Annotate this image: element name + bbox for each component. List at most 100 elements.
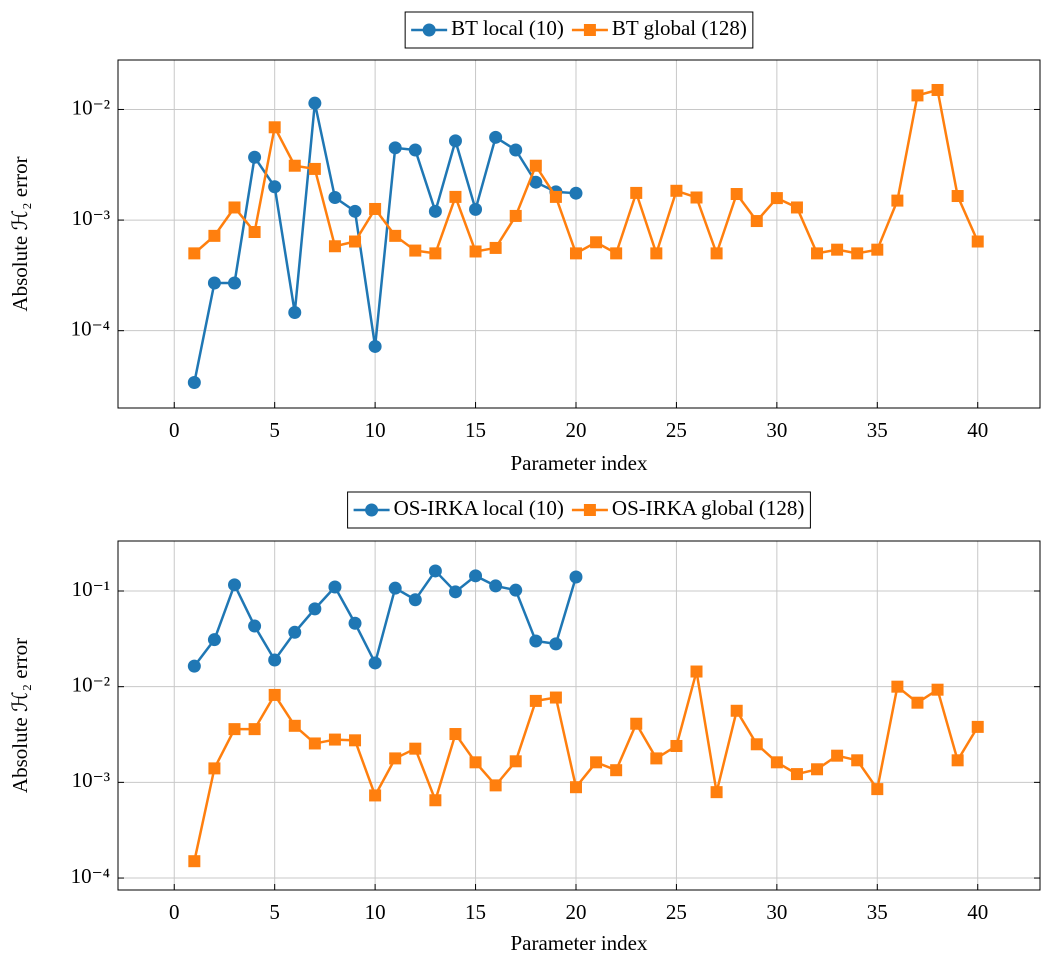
marker	[228, 276, 242, 290]
marker	[891, 194, 904, 207]
marker	[328, 240, 341, 253]
marker	[509, 755, 522, 768]
marker	[448, 134, 462, 148]
marker	[951, 190, 964, 203]
marker	[750, 215, 763, 228]
marker	[851, 754, 864, 767]
series-line	[193, 671, 979, 862]
marker	[288, 719, 301, 732]
marker	[368, 339, 382, 353]
marker	[207, 633, 221, 647]
marker	[931, 683, 944, 696]
legend-label: OS-IRKA local (10)	[394, 496, 564, 520]
marker	[670, 739, 683, 752]
marker	[469, 202, 483, 216]
marker	[429, 247, 442, 260]
marker	[650, 247, 663, 260]
marker	[428, 564, 442, 578]
x-tick-label: 35	[867, 418, 888, 442]
x-tick-label: 5	[269, 418, 280, 442]
marker	[891, 680, 904, 693]
x-tick-label: 25	[666, 900, 687, 924]
y-tick-label: 10⁻³	[72, 206, 110, 230]
marker	[308, 162, 321, 175]
marker	[610, 764, 623, 777]
marker	[489, 130, 503, 144]
marker	[369, 789, 382, 802]
marker	[429, 794, 442, 807]
legend-label: BT local (10)	[451, 16, 564, 40]
marker	[790, 768, 803, 781]
marker	[389, 229, 402, 242]
marker	[469, 245, 482, 258]
x-axis-label: Parameter index	[510, 451, 648, 475]
marker	[871, 243, 884, 256]
marker	[590, 756, 603, 769]
marker	[389, 752, 402, 765]
marker	[790, 201, 803, 214]
marker	[770, 192, 783, 205]
y-tick-label: 10⁻⁴	[71, 316, 110, 340]
marker	[368, 656, 382, 670]
marker	[308, 96, 322, 110]
marker	[489, 241, 502, 254]
marker	[650, 752, 663, 765]
marker	[248, 150, 262, 164]
marker	[308, 737, 321, 750]
x-tick-label: 30	[766, 900, 787, 924]
marker	[710, 247, 723, 260]
marker	[308, 602, 322, 616]
marker	[248, 723, 261, 736]
y-tick-label: 10⁻²	[72, 672, 110, 696]
x-tick-label: 35	[867, 900, 888, 924]
marker	[288, 625, 302, 639]
marker	[670, 184, 683, 197]
marker	[569, 570, 583, 584]
marker	[409, 742, 422, 755]
marker	[971, 235, 984, 248]
x-tick-label: 15	[465, 900, 486, 924]
marker	[529, 175, 543, 189]
marker	[529, 159, 542, 172]
marker	[509, 143, 523, 157]
x-tick-label: 5	[269, 900, 280, 924]
marker	[730, 188, 743, 201]
marker	[529, 694, 542, 707]
marker	[931, 83, 944, 96]
marker	[248, 619, 262, 633]
y-tick-label: 10⁻²	[72, 95, 110, 119]
marker	[328, 733, 341, 746]
legend-marker	[422, 23, 436, 37]
marker	[831, 749, 844, 762]
legend-label: BT global (128)	[612, 16, 747, 40]
marker	[529, 634, 543, 648]
x-tick-label: 10	[365, 418, 386, 442]
marker	[348, 616, 362, 630]
marker	[690, 665, 703, 678]
x-tick-label: 30	[766, 418, 787, 442]
x-tick-label: 25	[666, 418, 687, 442]
marker	[549, 190, 562, 203]
marker	[710, 786, 723, 799]
marker	[549, 691, 562, 704]
legend: BT local (10) BT global (128)	[404, 11, 754, 49]
marker	[911, 89, 924, 102]
marker	[188, 247, 201, 260]
marker	[349, 235, 362, 248]
y-tick-label: 10⁻³	[72, 768, 110, 792]
marker	[208, 229, 221, 242]
marker	[951, 754, 964, 767]
y-tick-label: 10⁻⁴	[71, 864, 110, 888]
marker	[248, 226, 261, 239]
marker	[770, 756, 783, 769]
marker	[569, 247, 582, 260]
marker	[207, 276, 221, 290]
marker	[328, 580, 342, 594]
marker	[590, 236, 603, 249]
marker	[228, 723, 241, 736]
marker	[408, 593, 422, 607]
chart: 0 5 10 15 20 25 30 35 40 10⁻⁴ 10⁻³ 10⁻² Parameter in…	[8, 59, 1041, 475]
x-tick-label: 20	[565, 900, 586, 924]
marker	[811, 247, 824, 260]
